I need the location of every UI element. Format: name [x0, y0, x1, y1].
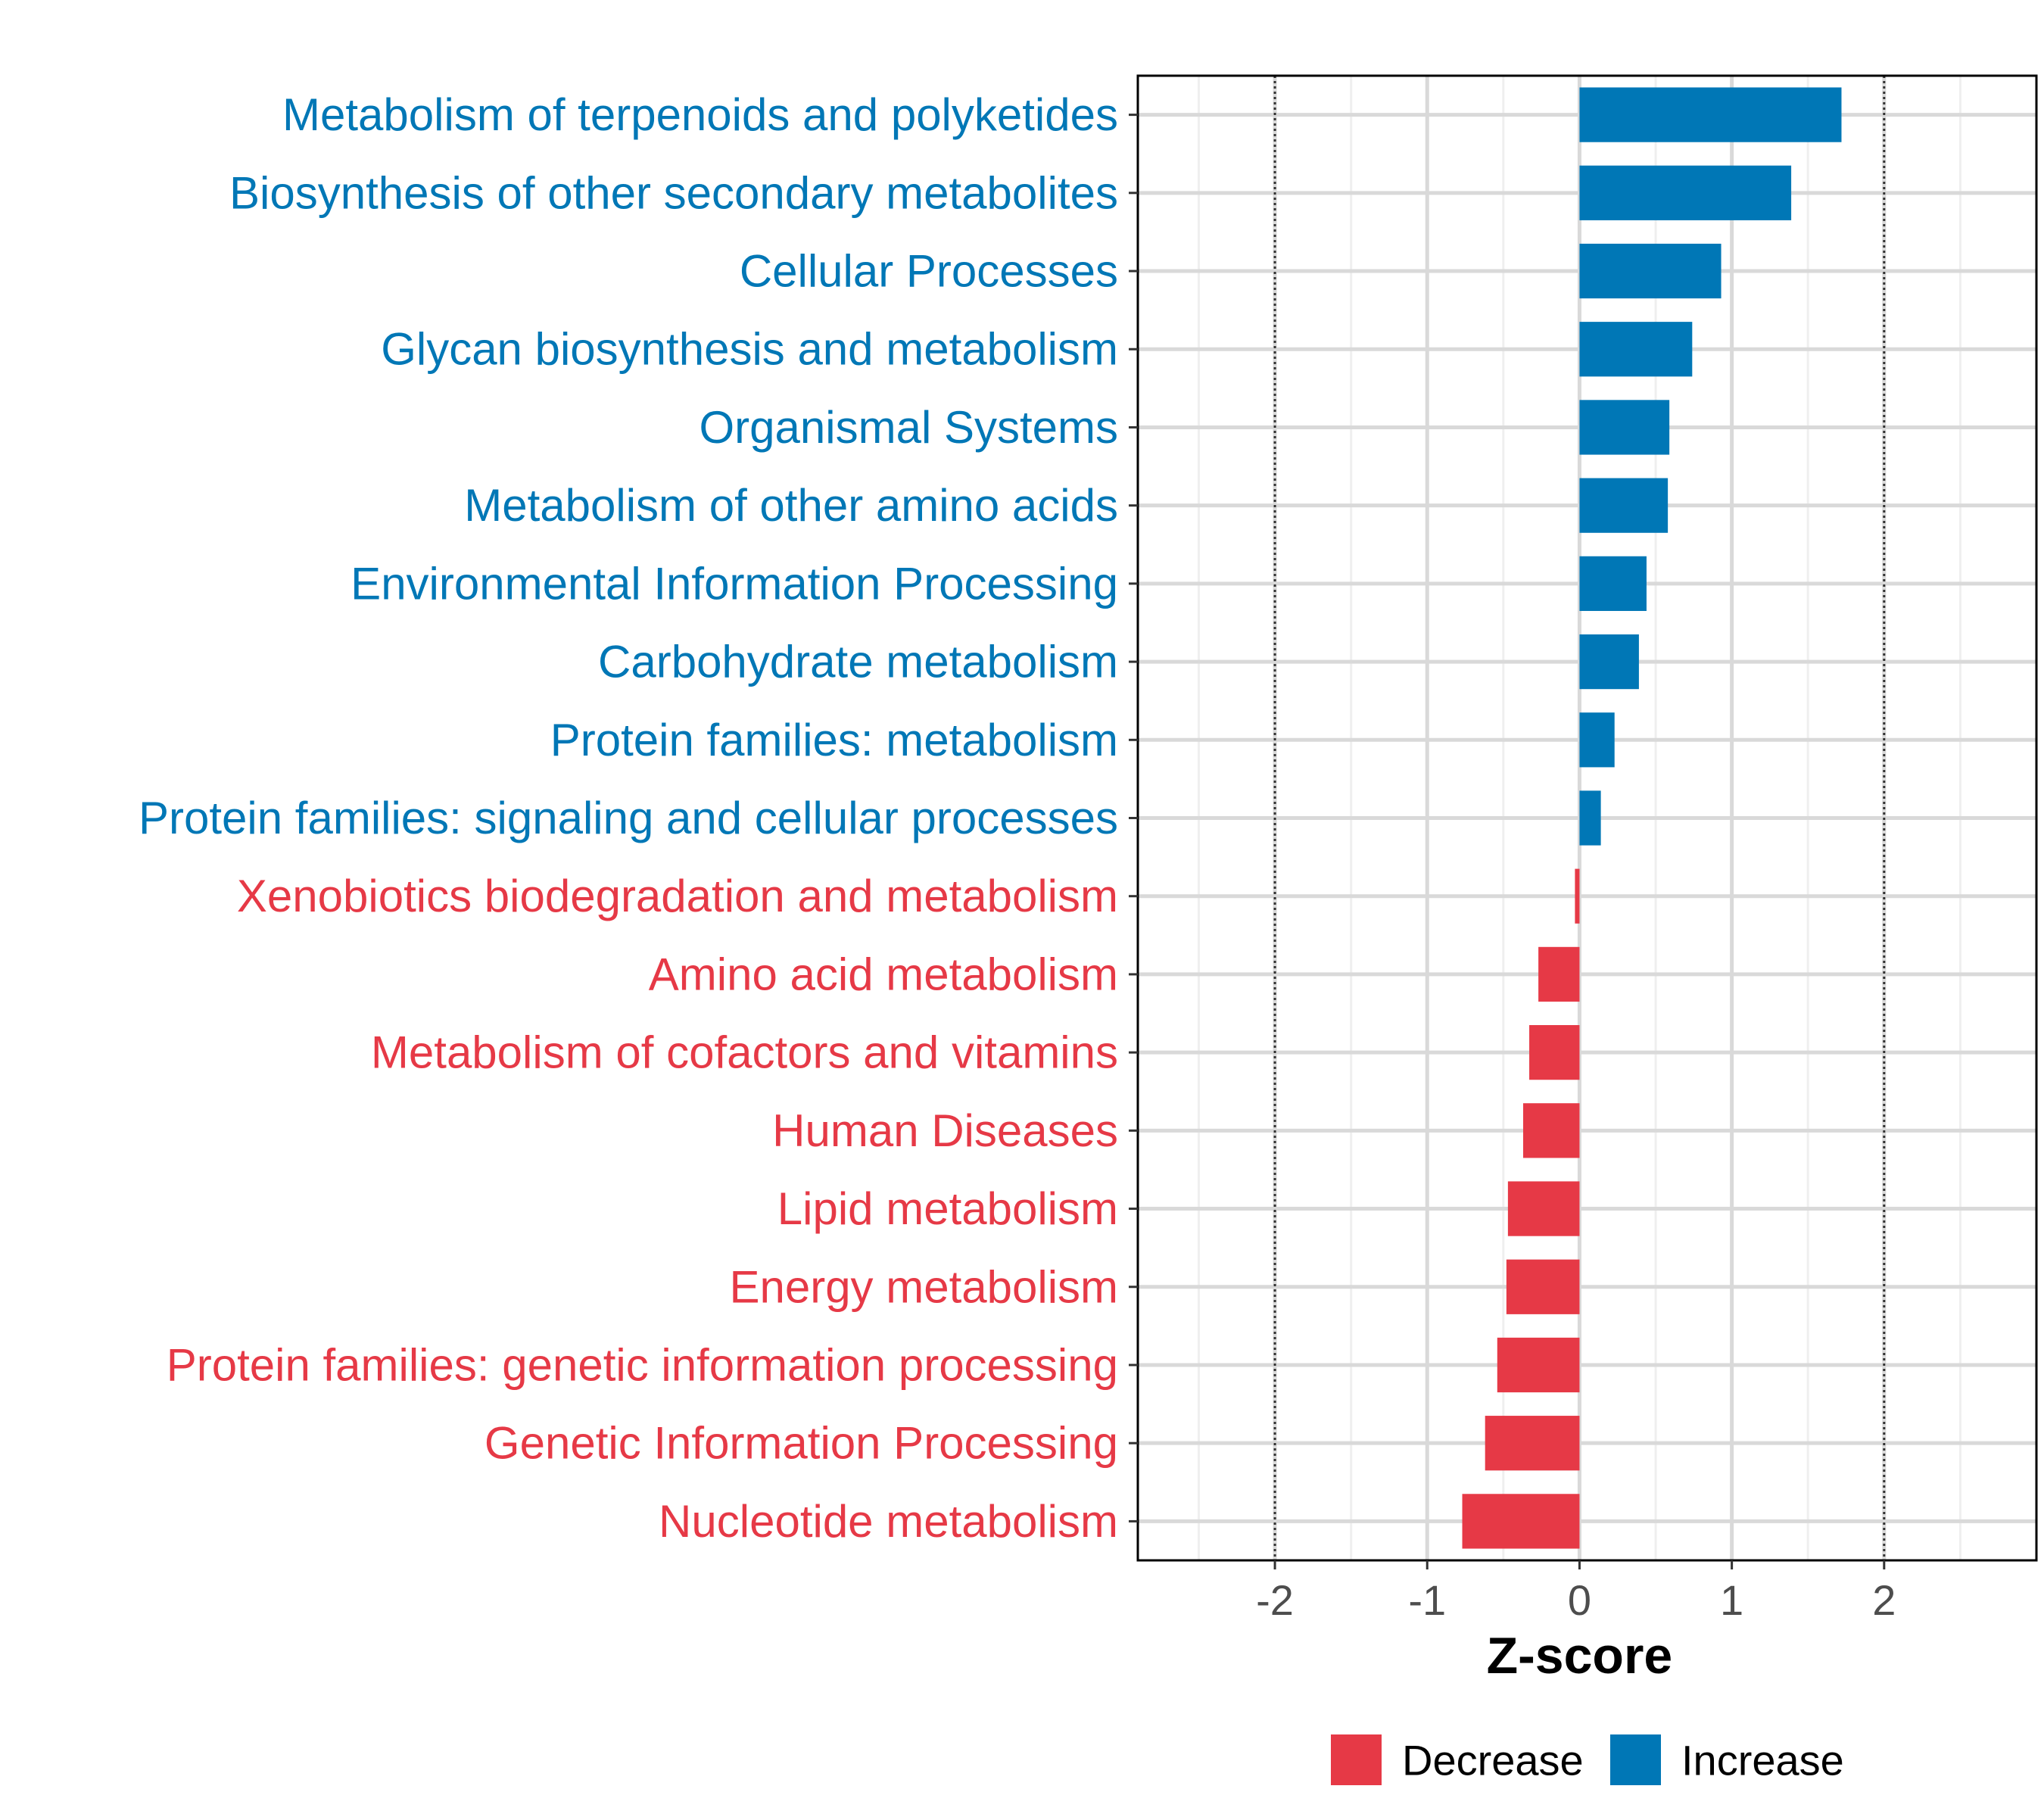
category-label: Human Diseases — [772, 1105, 1118, 1156]
legend-label: Increase — [1681, 1737, 1844, 1784]
bar-protein-families-metabolism — [1579, 712, 1615, 768]
bar-protein-families-signaling-and-cellular-processes — [1579, 790, 1601, 846]
bar-metabolism-of-terpenoids-and-polyketides — [1579, 87, 1842, 142]
category-label: Metabolism of other amino acids — [464, 480, 1118, 531]
category-label: Protein families: genetic information pr… — [167, 1339, 1118, 1390]
bar-protein-families-genetic-information-processing — [1497, 1337, 1580, 1393]
x-tick-label: 0 — [1568, 1576, 1591, 1624]
x-axis-ticks: -2 -1 0 1 2 — [1256, 1560, 1896, 1624]
category-label: Protein families: metabolism — [550, 715, 1118, 765]
x-axis-title: Z-score — [1487, 1627, 1673, 1685]
legend-swatch — [1610, 1734, 1661, 1785]
category-label: Metabolism of terpenoids and polyketides — [282, 89, 1118, 140]
legend-label: Decrease — [1402, 1737, 1584, 1784]
category-label: Cellular Processes — [740, 246, 1118, 297]
category-label: Lipid metabolism — [777, 1183, 1118, 1234]
bars — [1462, 87, 1842, 1549]
bar-biosynthesis-of-other-secondary-metabolites — [1579, 165, 1792, 220]
category-label: Environmental Information Processing — [351, 558, 1118, 609]
category-label: Organismal Systems — [700, 402, 1118, 453]
category-label: Genetic Information Processing — [485, 1418, 1118, 1469]
bar-lipid-metabolism — [1507, 1181, 1580, 1236]
reference-lines — [1273, 76, 1886, 1560]
category-label: Amino acid metabolism — [649, 949, 1118, 999]
bar-human-diseases — [1523, 1103, 1580, 1158]
legend-swatch — [1331, 1734, 1382, 1785]
category-label: Carbohydrate metabolism — [598, 637, 1118, 687]
bar-carbohydrate-metabolism — [1579, 634, 1639, 690]
legend-item-decrease: Decrease — [1331, 1734, 1584, 1785]
x-tick-label: -2 — [1256, 1576, 1294, 1624]
category-label: Protein families: signaling and cellular… — [139, 793, 1118, 843]
bar-nucleotide-metabolism — [1462, 1494, 1580, 1549]
category-label: Nucleotide metabolism — [659, 1496, 1118, 1547]
bar-glycan-biosynthesis-and-metabolism — [1579, 322, 1693, 377]
category-label: Biosynthesis of other secondary metaboli… — [229, 167, 1118, 218]
bar-amino-acid-metabolism — [1538, 946, 1580, 1002]
x-tick-label: 2 — [1872, 1576, 1896, 1624]
x-tick-label: 1 — [1720, 1576, 1743, 1624]
bar-cellular-processes — [1579, 243, 1722, 299]
legend: Decrease Increase — [1331, 1734, 1844, 1785]
bar-metabolism-of-cofactors-and-vitamins — [1529, 1025, 1580, 1080]
y-axis-labels: Metabolism of terpenoids and polyketides… — [139, 89, 1118, 1547]
bar-energy-metabolism — [1506, 1259, 1580, 1314]
x-tick-label: -1 — [1408, 1576, 1446, 1624]
category-label: Energy metabolism — [729, 1261, 1118, 1312]
category-label: Glycan biosynthesis and metabolism — [381, 324, 1118, 375]
bar-xenobiotics-biodegradation-and-metabolism — [1575, 868, 1580, 924]
category-label: Xenobiotics biodegradation and metabolis… — [237, 871, 1118, 921]
bar-metabolism-of-other-amino-acids — [1579, 478, 1669, 533]
category-label: Metabolism of cofactors and vitamins — [371, 1027, 1118, 1078]
legend-item-increase: Increase — [1610, 1734, 1844, 1785]
bar-genetic-information-processing — [1485, 1416, 1580, 1471]
bar-environmental-information-processing — [1579, 556, 1647, 611]
y-axis-ticks — [1129, 114, 1138, 1522]
bar-organismal-systems — [1579, 400, 1670, 455]
